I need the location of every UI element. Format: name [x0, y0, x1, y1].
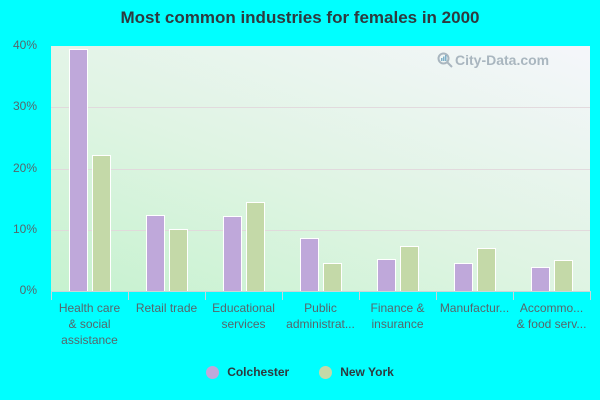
watermark: City-Data.com: [437, 52, 549, 68]
watermark-text: City-Data.com: [455, 52, 550, 68]
gridline: [51, 168, 590, 170]
bar-new-york[interactable]: [477, 247, 496, 291]
gridline: [51, 229, 590, 231]
bar-new-york[interactable]: [169, 228, 188, 291]
x-tick-label: Accommo... & food serv...: [516, 301, 587, 331]
bar-new-york[interactable]: [92, 155, 111, 291]
bar-colchester[interactable]: [146, 215, 165, 291]
x-tick-mark: [205, 291, 206, 300]
x-tick-mark: [590, 291, 591, 300]
chart-title: Most common industries for females in 20…: [120, 8, 480, 27]
x-tick-mark: [282, 291, 283, 300]
x-tick-mark: [513, 291, 514, 300]
x-tick-label: Retail trade: [135, 301, 198, 315]
bar-new-york[interactable]: [323, 263, 342, 291]
bar-new-york[interactable]: [400, 246, 419, 291]
bar-new-york[interactable]: [246, 201, 265, 291]
legend-item[interactable]: New York: [319, 365, 394, 379]
legend-swatch-icon: [206, 365, 220, 379]
x-tick-label: Educational services: [212, 301, 275, 331]
y-tick-label: 20%: [12, 160, 37, 175]
bar-colchester[interactable]: [223, 216, 242, 291]
legend-item[interactable]: Colchester: [206, 365, 289, 379]
x-tick-label: Public administrat...: [286, 301, 355, 331]
gridline: [51, 107, 590, 109]
y-tick-label: 10%: [12, 221, 37, 236]
legend-swatch-icon: [319, 365, 333, 379]
bar-new-york[interactable]: [554, 260, 573, 291]
legend: Colchester New York: [0, 365, 600, 379]
bar-colchester[interactable]: [531, 266, 550, 291]
y-tick-label: 0%: [19, 283, 37, 297]
x-tick-mark: [359, 291, 360, 300]
x-tick-label: Finance & insurance: [370, 301, 425, 331]
magnifier-chart-icon: [437, 52, 453, 68]
y-tick-label: 30%: [12, 99, 37, 114]
legend-label: Colchester: [227, 365, 290, 379]
x-axis-line: [51, 291, 590, 292]
x-tick-label: Health care & social assistance: [58, 301, 121, 347]
x-tick-mark: [436, 291, 437, 300]
x-tick-mark: [51, 291, 52, 300]
bar-colchester[interactable]: [377, 259, 396, 291]
bar-colchester[interactable]: [454, 263, 473, 291]
plot-area: City-Data.com: [51, 46, 590, 291]
x-tick-mark: [128, 291, 129, 300]
y-tick-label: 40%: [12, 38, 37, 52]
x-tick-label: Manufactur...: [439, 301, 510, 315]
bar-colchester[interactable]: [69, 49, 88, 291]
legend-label: New York: [340, 365, 394, 379]
bar-colchester[interactable]: [300, 238, 319, 291]
